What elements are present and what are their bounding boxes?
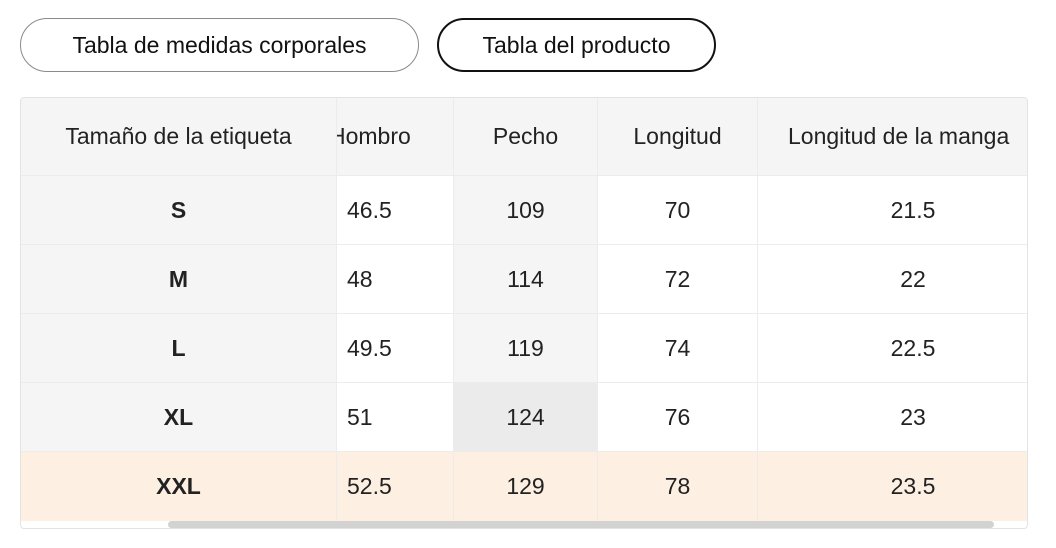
table-row: L 49.5 119 74 22.5 bbox=[21, 313, 1027, 383]
cell-shoulder: 46.5 bbox=[337, 175, 454, 245]
cell-chest: 129 bbox=[454, 451, 598, 521]
cell-shoulder: 49.5 bbox=[337, 313, 454, 383]
table-header-row: Tamaño de la etiqueta Hombro Pecho Longi… bbox=[21, 98, 1027, 175]
cell-sleeve-length: 22 bbox=[758, 244, 1027, 314]
cell-shoulder: 48 bbox=[337, 244, 454, 314]
cell-chest-hovered: 124 bbox=[454, 382, 598, 452]
tab-body-measurements[interactable]: Tabla de medidas corporales bbox=[20, 18, 419, 72]
cell-chest: 109 bbox=[454, 175, 598, 245]
header-sleeve-length: Longitud de la manga bbox=[788, 123, 1010, 149]
cell-length: 76 bbox=[598, 382, 758, 452]
size-label: M bbox=[21, 244, 337, 314]
size-table-scroll-area[interactable]: Tamaño de la etiqueta Hombro Pecho Longi… bbox=[21, 98, 1027, 528]
cell-length: 74 bbox=[598, 313, 758, 383]
table-row: M 48 114 72 22 bbox=[21, 244, 1027, 314]
cell-sleeve-length: 23.5 bbox=[758, 451, 1027, 521]
cell-length: 72 bbox=[598, 244, 758, 314]
table-row: S 46.5 109 70 21.5 bbox=[21, 175, 1027, 245]
horizontal-scrollbar[interactable] bbox=[168, 521, 994, 528]
tab-product-table[interactable]: Tabla del producto bbox=[437, 18, 716, 72]
cell-shoulder: 52.5 bbox=[337, 451, 454, 521]
header-shoulder: Hombro bbox=[337, 98, 454, 175]
cell-length: 70 bbox=[598, 175, 758, 245]
size-label: XXL bbox=[21, 451, 337, 521]
cell-shoulder: 51 bbox=[337, 382, 454, 452]
size-label: S bbox=[21, 175, 337, 245]
size-table: Tamaño de la etiqueta Hombro Pecho Longi… bbox=[20, 97, 1028, 529]
size-chart-tabs: Tabla de medidas corporales Tabla del pr… bbox=[20, 18, 716, 72]
header-length: Longitud bbox=[598, 98, 758, 175]
header-shoulder-text: Hombro bbox=[337, 123, 411, 149]
header-label-size: Tamaño de la etiqueta bbox=[21, 98, 337, 175]
size-label: XL bbox=[21, 382, 337, 452]
table-row: XL 51 124 76 23 bbox=[21, 382, 1027, 452]
cell-sleeve-length: 23 bbox=[758, 382, 1027, 452]
cell-sleeve-length: 21.5 bbox=[758, 175, 1027, 245]
cell-length: 78 bbox=[598, 451, 758, 521]
table-row-highlighted: XXL 52.5 129 78 23.5 bbox=[21, 451, 1027, 521]
cell-sleeve-length: 22.5 bbox=[758, 313, 1027, 383]
size-label: L bbox=[21, 313, 337, 383]
header-chest: Pecho bbox=[454, 98, 598, 175]
cell-chest: 114 bbox=[454, 244, 598, 314]
cell-chest: 119 bbox=[454, 313, 598, 383]
